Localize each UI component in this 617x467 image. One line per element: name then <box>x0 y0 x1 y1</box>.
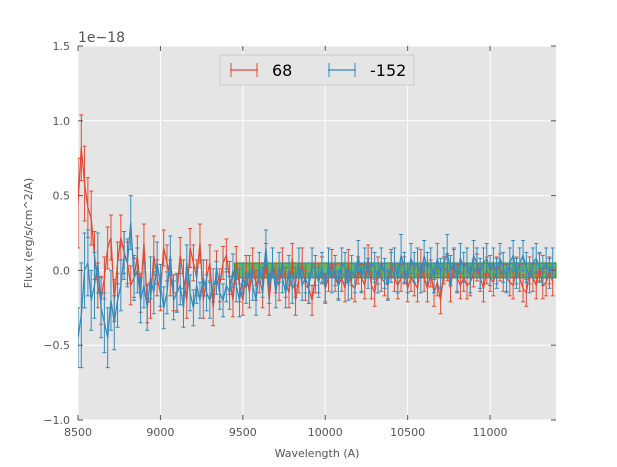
series-line <box>78 222 554 338</box>
legend-marker <box>328 63 356 77</box>
y-tick-label: −1.0 <box>43 414 70 427</box>
x-tick-label: 10500 <box>390 426 425 439</box>
x-tick-label: 8500 <box>64 426 92 439</box>
y-tick-label: 1.0 <box>53 115 71 128</box>
x-tick-label: 9500 <box>229 426 257 439</box>
x-axis-label: Wavelength (A) <box>275 447 360 460</box>
legend-label: -152 <box>370 61 406 80</box>
y-tick-label: −0.5 <box>43 339 70 352</box>
y-tick-label: 0.5 <box>53 190 71 203</box>
y-tick-label: 1.5 <box>53 40 71 53</box>
y-tick-label: 0.0 <box>53 264 71 277</box>
plot-background <box>78 46 556 420</box>
legend: 68 -152 <box>219 54 415 86</box>
y-offset-label: 1e−18 <box>78 30 125 46</box>
axis-ticks: 8500 9000 9500 10000 10500 11000 −1.0 −0.5 0.0 0.… <box>43 40 556 439</box>
x-tick-label: 10000 <box>308 426 343 439</box>
x-tick-label: 9000 <box>146 426 174 439</box>
series-1 <box>78 195 555 369</box>
y-axis-label: Flux (erg/s/cm^2/A) <box>22 178 35 288</box>
legend-marker <box>230 63 258 77</box>
series-layer <box>78 114 555 369</box>
x-tick-label: 11000 <box>473 426 508 439</box>
legend-label: 68 <box>272 61 292 80</box>
